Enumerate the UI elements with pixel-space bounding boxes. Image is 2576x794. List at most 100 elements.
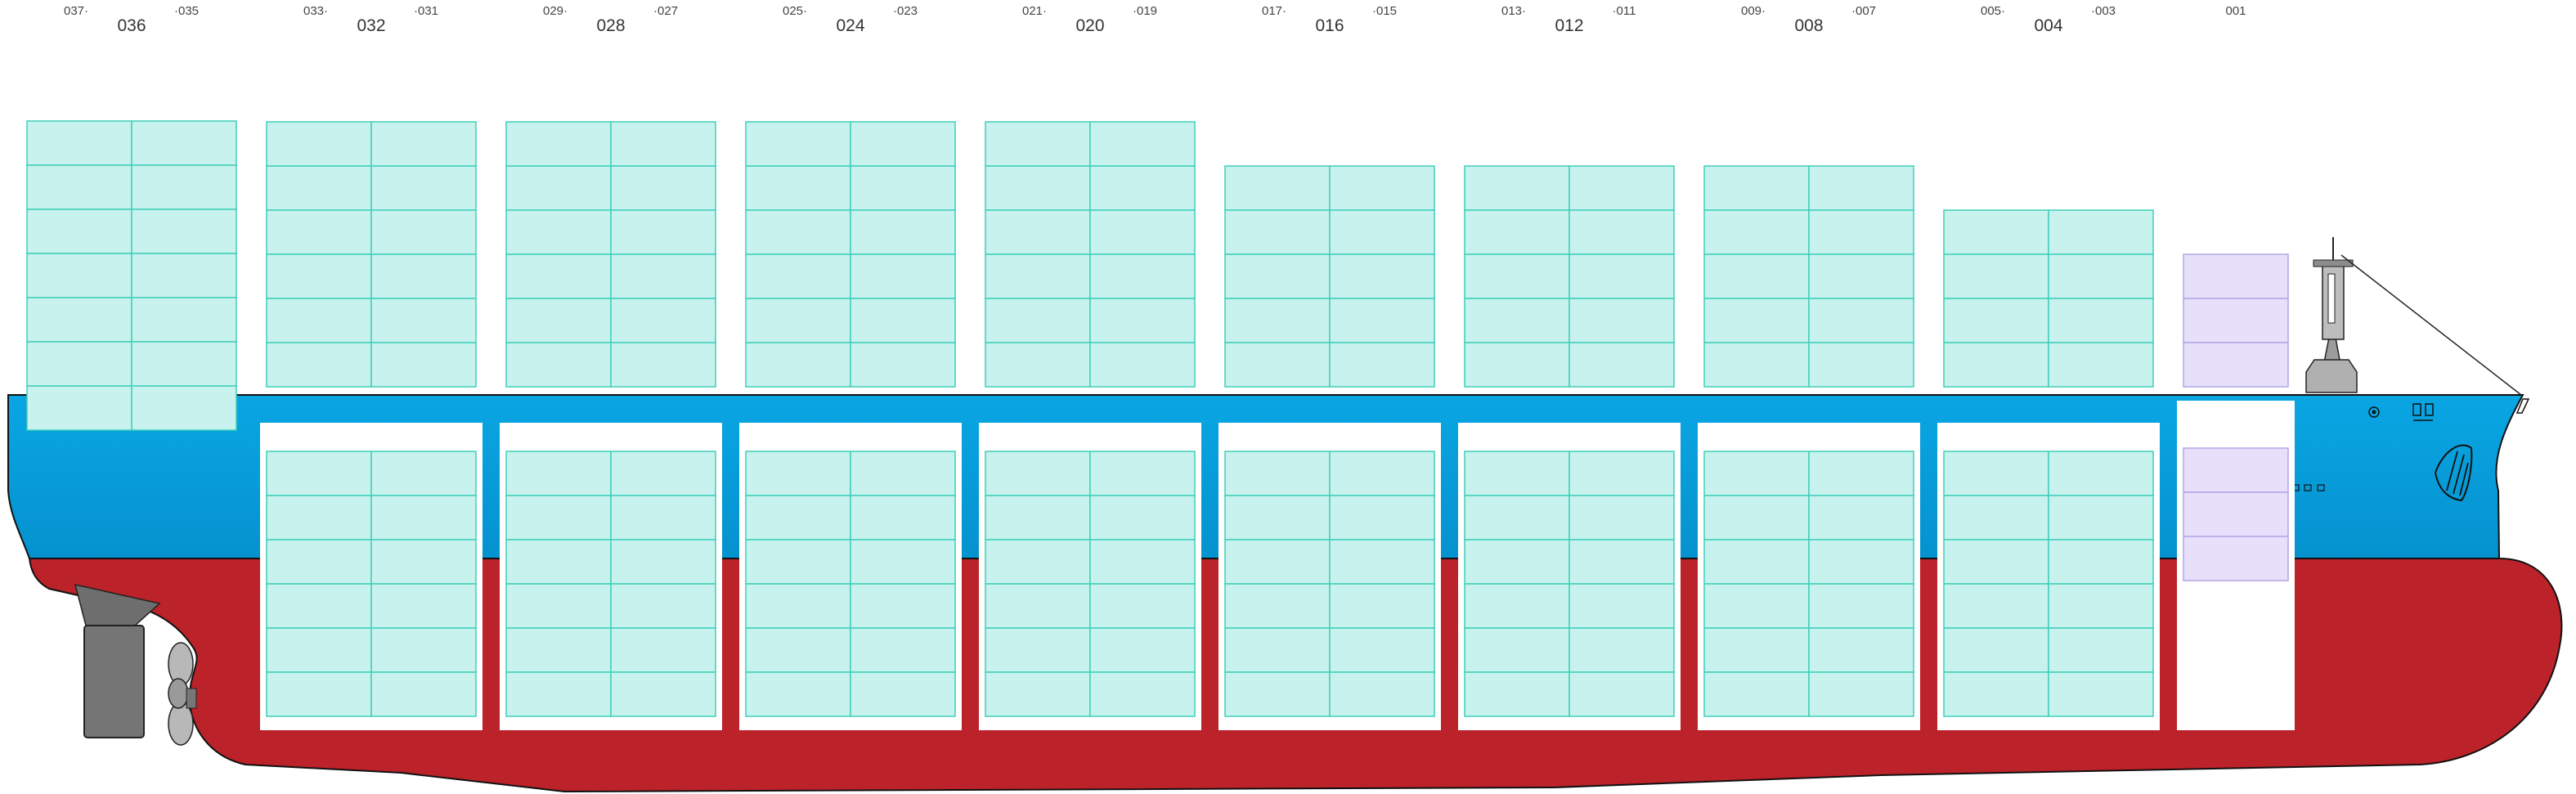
- hold-container: [266, 627, 372, 673]
- deck-container: [131, 164, 237, 210]
- deck-container: [850, 209, 956, 255]
- deck-container: [505, 298, 612, 343]
- deck-container: [1329, 253, 1435, 299]
- deck-container: [266, 298, 372, 343]
- deck-container: [985, 298, 1091, 343]
- hold-container: [985, 539, 1091, 585]
- deck-container: [1808, 298, 1914, 343]
- deck-container: [985, 121, 1091, 167]
- hold-container: [2183, 491, 2289, 537]
- deck-container: [1089, 342, 1196, 388]
- deck-container: [2183, 298, 2289, 343]
- hold-container: [1568, 671, 1675, 717]
- bay-label-fwd: 021·: [1022, 4, 1047, 18]
- hold-container: [1568, 451, 1675, 496]
- hold-container: [1703, 539, 1810, 585]
- deck-container: [1943, 298, 2049, 343]
- deck-container: [850, 121, 956, 167]
- deck-container: [131, 120, 237, 166]
- hold-container: [1464, 583, 1570, 629]
- hold-container: [1464, 451, 1570, 496]
- hold-container: [850, 539, 956, 585]
- hold-container: [850, 627, 956, 673]
- deck-container: [1703, 209, 1810, 255]
- hold-container: [745, 451, 851, 496]
- bay-label-fwd: 033·: [303, 4, 328, 18]
- deck-container: [1568, 209, 1675, 255]
- deck-container: [1089, 121, 1196, 167]
- deck-container: [1329, 209, 1435, 255]
- deck-container: [2048, 253, 2154, 299]
- deck-container: [370, 298, 477, 343]
- hold-container: [1808, 451, 1914, 496]
- hold-container: [745, 627, 851, 673]
- bay-label-fwd: 037·: [64, 4, 88, 18]
- deck-container: [1224, 209, 1331, 255]
- hold-container: [266, 583, 372, 629]
- hold-container: [505, 627, 612, 673]
- hold-container: [1568, 495, 1675, 541]
- hold-container: [2048, 495, 2154, 541]
- bay-label-fwd: 025·: [783, 4, 807, 18]
- hold-container: [1089, 495, 1196, 541]
- deck-container: [745, 253, 851, 299]
- deck-container: [1568, 165, 1675, 211]
- deck-container: [1329, 342, 1435, 388]
- hold-container: [1089, 627, 1196, 673]
- deck-container: [26, 253, 132, 298]
- hold-container: [1808, 495, 1914, 541]
- deck-container: [370, 165, 477, 211]
- deck-container: [1703, 253, 1810, 299]
- hold-container: [1224, 539, 1331, 585]
- deck-container: [610, 209, 716, 255]
- hold-container: [1464, 671, 1570, 717]
- hold-container: [370, 583, 477, 629]
- deck-container: [1703, 165, 1810, 211]
- deck-container: [1808, 253, 1914, 299]
- bay-label-main: 028: [596, 16, 625, 35]
- deck-container: [266, 121, 372, 167]
- hold-container: [1089, 583, 1196, 629]
- hold-container: [370, 627, 477, 673]
- hold-container: [1464, 539, 1570, 585]
- deck-container: [850, 253, 956, 299]
- hold-container: [1464, 495, 1570, 541]
- hold-container: [2048, 539, 2154, 585]
- hold-container: [1224, 583, 1331, 629]
- hold-container: [1703, 583, 1810, 629]
- hold-container: [745, 583, 851, 629]
- bay-label-fwd: 013·: [1501, 4, 1526, 18]
- deck-container: [610, 121, 716, 167]
- hold-container: [1568, 539, 1675, 585]
- hold-container: [610, 671, 716, 717]
- deck-container: [26, 385, 132, 431]
- hold-container: [610, 539, 716, 585]
- deck-container: [2048, 209, 2154, 255]
- hold-container: [1703, 671, 1810, 717]
- deck-container: [1329, 165, 1435, 211]
- deck-container: [1224, 298, 1331, 343]
- deck-container: [1568, 298, 1675, 343]
- deck-container: [26, 209, 132, 254]
- hold-container: [2048, 583, 2154, 629]
- hold-container: [1568, 627, 1675, 673]
- hold-container: [1329, 671, 1435, 717]
- deck-container: [26, 341, 132, 387]
- hold-container: [2048, 451, 2154, 496]
- deck-container: [131, 385, 237, 431]
- deck-container: [985, 165, 1091, 211]
- hold-container: [1703, 451, 1810, 496]
- bay-label-aft: ·035: [174, 4, 199, 18]
- deck-container: [1464, 209, 1570, 255]
- bay-label-aft: ·031: [414, 4, 438, 18]
- hold-container: [505, 539, 612, 585]
- deck-container: [985, 253, 1091, 299]
- deck-container: [505, 121, 612, 167]
- bay-label-main: 012: [1555, 16, 1583, 35]
- deck-container: [131, 209, 237, 254]
- rudder: [74, 584, 161, 738]
- deck-container: [131, 297, 237, 343]
- hull-details: [2291, 398, 2530, 491]
- hold-container: [745, 495, 851, 541]
- bay-label-main: 036: [117, 16, 146, 35]
